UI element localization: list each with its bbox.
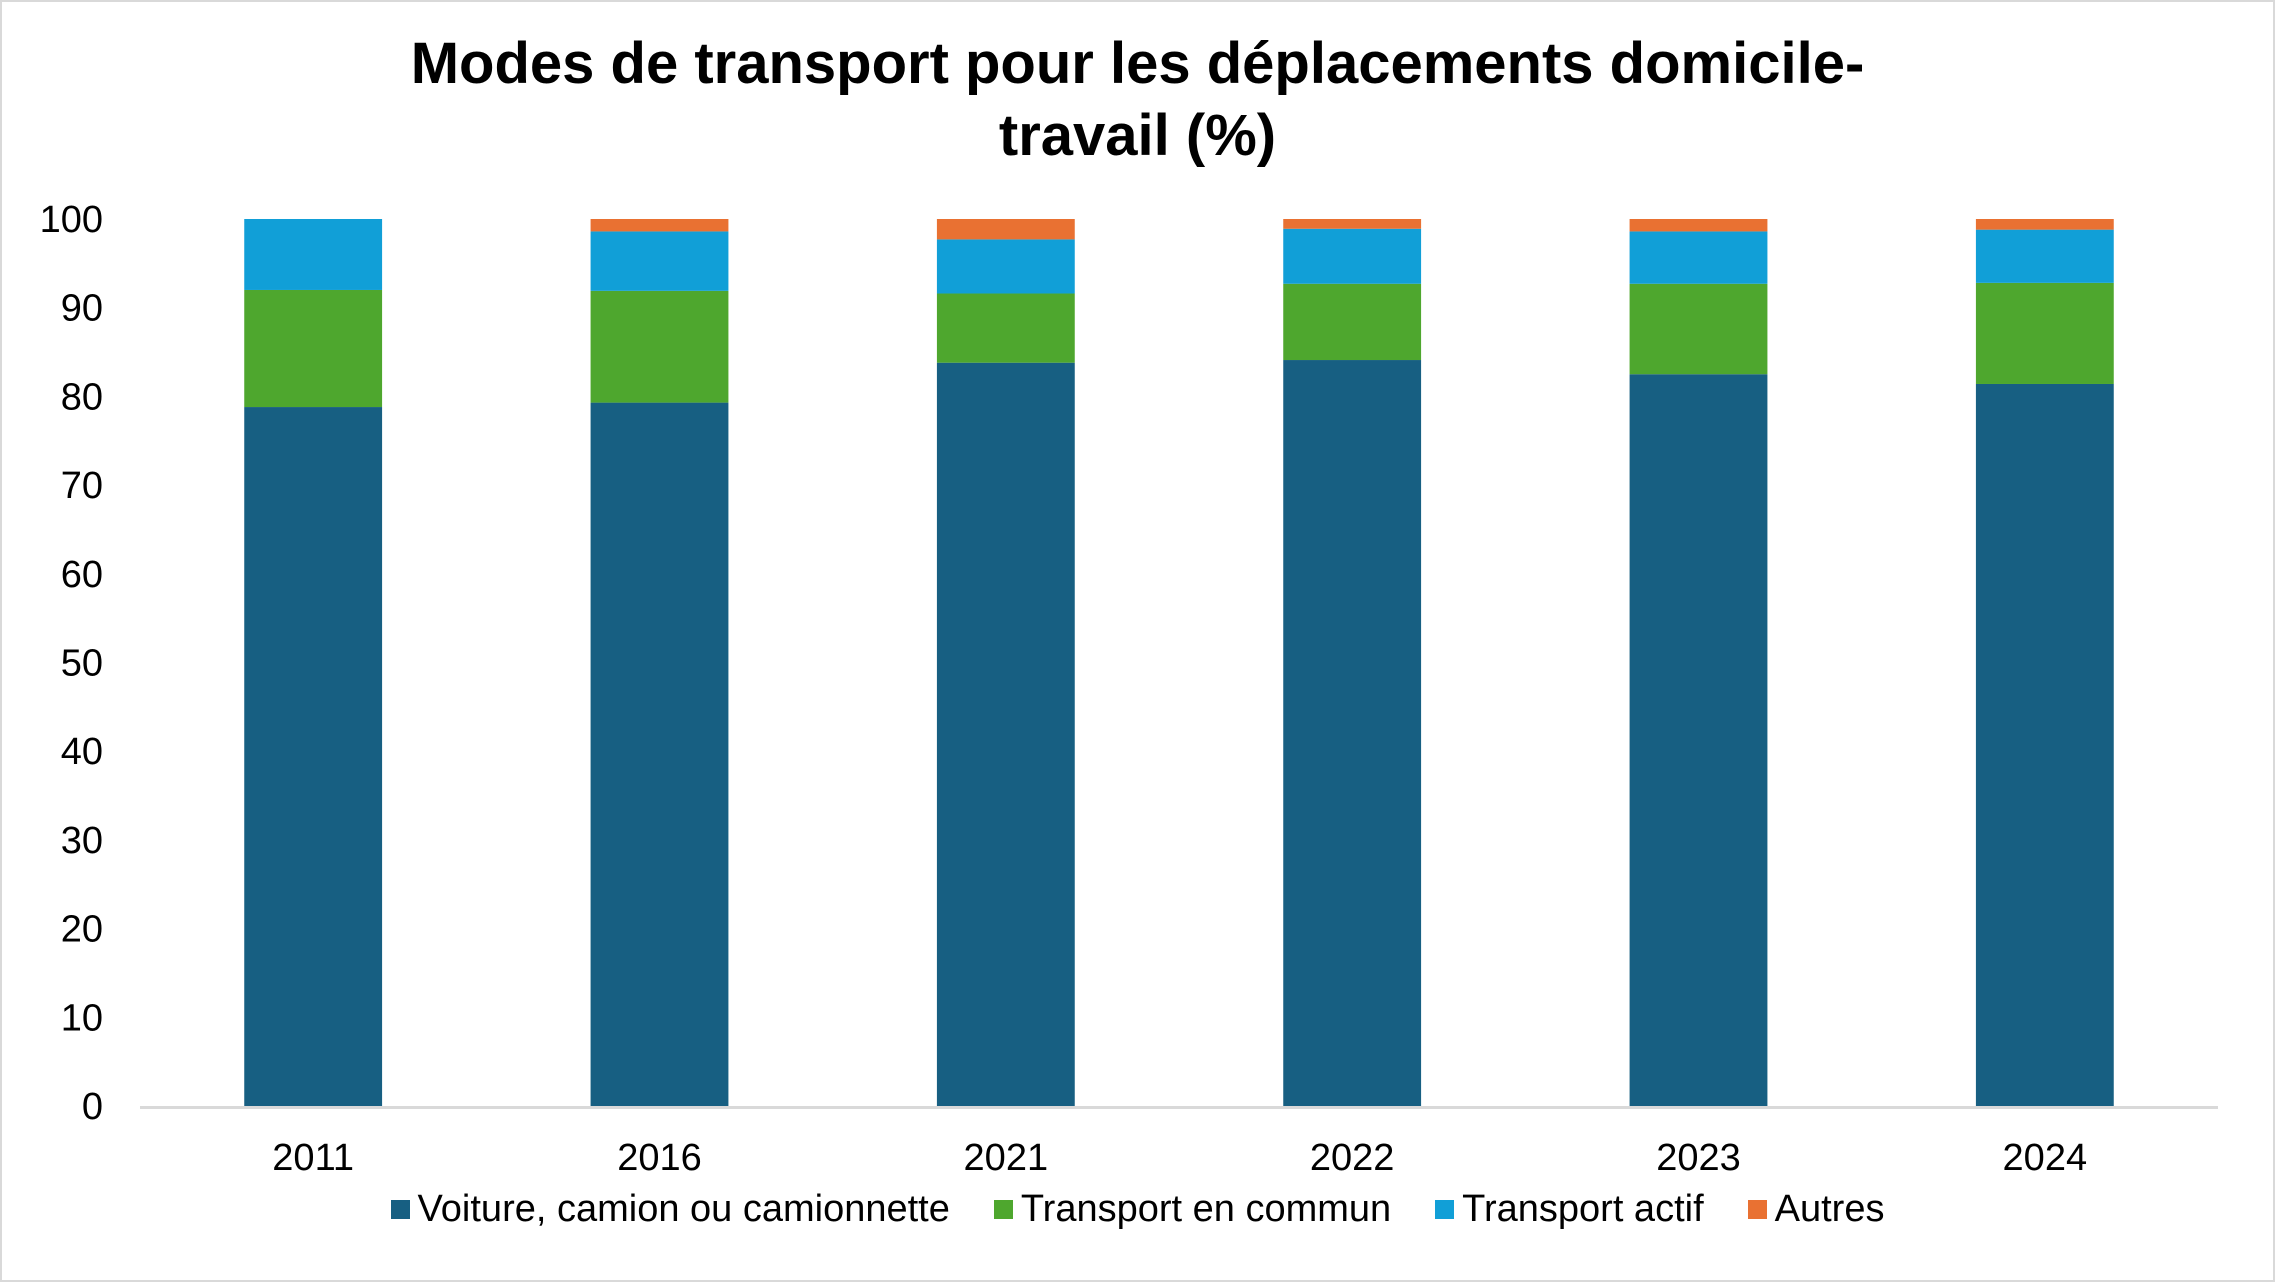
bar-segment-2024-autres [1975, 219, 2114, 230]
legend: Voiture, camion ou camionnette Transport … [0, 1188, 2275, 1231]
legend-item: Voiture, camion ou camionnette [390, 1188, 950, 1231]
y-tick-label: 30 [61, 820, 103, 862]
x-tick-label: 2016 [617, 1137, 702, 1179]
legend-swatch [1747, 1200, 1767, 1219]
bar-segment-2021-voiture-camion-ou-camionnette [936, 362, 1075, 1107]
legend-label: Voiture, camion ou camionnette [417, 1188, 950, 1230]
bar-segment-2016-autres [590, 219, 729, 232]
x-axis: 2011 2016 2021 2022 2023 2024 [272, 1137, 2087, 1179]
bar-segment-2021-transport-actif [936, 239, 1075, 294]
y-axis: 0 10 20 30 40 50 60 70 80 90 100 [40, 199, 103, 1128]
bar-segment-2024-transport-actif [1975, 229, 2114, 283]
y-tick-label: 50 [61, 643, 103, 685]
bar-segment-2016-voiture-camion-ou-camionnette [590, 402, 729, 1106]
y-tick-label: 60 [61, 554, 103, 596]
bar-segment-2023-autres [1629, 219, 1768, 232]
y-tick-label: 70 [61, 465, 103, 507]
legend-swatch [1435, 1200, 1455, 1219]
legend-item: Autres [1747, 1188, 1885, 1231]
bar-segment-2023-transport-en-commun [1629, 283, 1768, 375]
x-tick-label: 2023 [1656, 1137, 1741, 1179]
bar-segment-2024-voiture-camion-ou-camionnette [1975, 383, 2114, 1106]
bar-segment-2022-voiture-camion-ou-camionnette [1283, 360, 1422, 1107]
legend-label: Transport actif [1462, 1188, 1704, 1230]
bar-segment-2023-transport-actif [1629, 231, 1768, 284]
y-tick-label: 0 [82, 1086, 103, 1128]
chart-title-line-2: travail (%) [998, 103, 1277, 168]
legend-label: Transport en commun [1020, 1188, 1392, 1230]
x-tick-label: 2022 [1310, 1137, 1395, 1179]
bar-segment-2022-transport-actif [1283, 228, 1422, 284]
bar-segment-2023-voiture-camion-ou-camionnette [1629, 374, 1768, 1107]
bar-segment-2016-transport-actif [590, 231, 729, 291]
y-tick-label: 100 [40, 199, 103, 241]
y-tick-label: 20 [61, 909, 103, 951]
legend-item: Transport actif [1435, 1188, 1704, 1231]
y-tick-label: 40 [61, 731, 103, 773]
y-tick-label: 80 [61, 376, 103, 418]
chart-title-line-1: Modes de transport pour les déplacements… [410, 31, 1865, 96]
bar-segment-2011-transport-actif [244, 219, 383, 290]
legend-swatch [993, 1200, 1013, 1219]
chart-title: Modes de transport pour les déplacements… [0, 28, 2275, 172]
bar-segment-2021-transport-en-commun [936, 293, 1075, 363]
legend-swatch [390, 1200, 410, 1219]
y-tick-label: 10 [61, 997, 103, 1039]
bar-segment-2011-voiture-camion-ou-camionnette [244, 407, 383, 1106]
bar-segment-2022-autres [1283, 219, 1422, 229]
bar-segment-2022-transport-en-commun [1283, 283, 1422, 361]
x-tick-label: 2024 [2003, 1137, 2088, 1179]
y-tick-label: 90 [61, 288, 103, 330]
legend-item: Transport en commun [993, 1188, 1392, 1231]
bar-segment-2011-transport-en-commun [244, 289, 383, 408]
bar-segment-2021-autres [936, 219, 1075, 240]
bars [244, 219, 2114, 1107]
x-tick-label: 2021 [964, 1137, 1049, 1179]
bar-segment-2016-transport-en-commun [590, 290, 729, 403]
bar-segment-2024-transport-en-commun [1975, 282, 2114, 384]
legend-label: Autres [1774, 1188, 1885, 1230]
x-tick-label: 2011 [272, 1137, 354, 1179]
